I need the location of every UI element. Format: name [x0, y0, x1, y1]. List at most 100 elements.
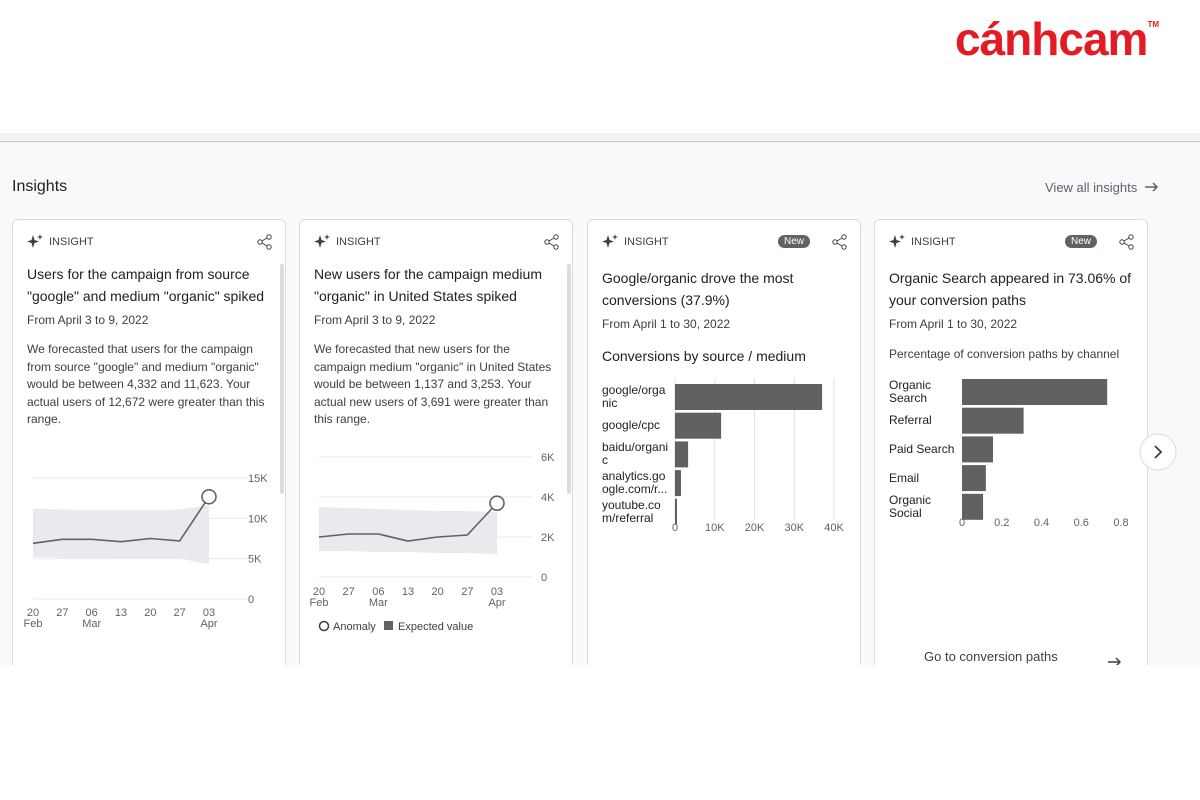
card-title: Users for the campaign from source "goog… — [27, 266, 265, 304]
line — [318, 502, 498, 542]
x-tick-label: 0.6 — [1074, 517, 1089, 529]
card-body: We forecasted that users for the campaig… — [27, 342, 265, 426]
y-tick-label: 2K — [541, 532, 555, 544]
x-tick-label: 20 — [27, 607, 39, 619]
category-label: baidu/organic — [602, 440, 669, 468]
x-tick-sublabel: Feb — [24, 618, 43, 630]
link-text[interactable]: View all insights — [1045, 180, 1138, 195]
x-tick-label: 03 — [203, 607, 215, 619]
x-tick-label: 30K — [784, 522, 804, 534]
tag: INSIGHT — [27, 234, 94, 250]
category-label: Organic Search — [889, 378, 932, 405]
legend-expected-icon — [384, 621, 393, 630]
share-icon[interactable] — [257, 234, 273, 250]
chart-title: Percentage of conversion paths by channe… — [889, 347, 1120, 361]
x-tick-sublabel: Apr — [488, 597, 505, 609]
share-icon[interactable] — [1119, 234, 1135, 250]
category-label: Email — [889, 470, 920, 485]
insight-card[interactable]: INSIGHT New users for the campaign mediu… — [299, 219, 573, 665]
chart-title: Conversions by source / medium — [602, 348, 806, 364]
x-tick-label: 27 — [174, 607, 186, 619]
x-tick-label: 40K — [824, 522, 844, 534]
bar — [675, 441, 689, 468]
bar — [962, 379, 1108, 405]
card-content: New users for the campaign medium "organ… — [314, 264, 559, 429]
bar — [962, 493, 984, 520]
chart: 0 10K 20K 30K 40K — [672, 378, 844, 534]
insight-card[interactable]: INSIGHT New Google/organic drove the mos… — [587, 219, 861, 665]
x-tick-label: 06 — [372, 586, 384, 598]
divider — [0, 133, 1200, 142]
share-icon[interactable] — [544, 234, 560, 250]
card-title: Organic Search appeared in 73.06% of you… — [889, 270, 1132, 308]
card-date: From April 3 to 9, 2022 — [314, 313, 436, 327]
logo: cánhcamTM — [955, 12, 1159, 66]
x-tick-label: 0 — [672, 522, 678, 534]
bar — [962, 407, 1024, 434]
card-title: Google/organic drove the most conversion… — [602, 270, 794, 308]
insight-card[interactable]: INSIGHT New Organic Search appeared in 7… — [874, 219, 1148, 665]
card-content: Organic Search appeared in 73.06% of you… — [889, 268, 1134, 331]
sparkle-icon — [27, 234, 43, 248]
sparkle-icon — [314, 234, 330, 248]
category-label: google/organic — [602, 383, 666, 410]
card-content: Users for the campaign from source "goog… — [27, 264, 272, 429]
legend-label: Expected value — [398, 621, 473, 633]
bar — [962, 465, 986, 492]
x-tick-label: 0.8 — [1113, 517, 1128, 529]
scrollbar — [280, 264, 284, 494]
tag-label: INSIGHT — [336, 236, 381, 248]
bar — [962, 436, 994, 463]
x-tick-sublabel: Mar — [369, 597, 388, 609]
section-title: Insights — [12, 178, 68, 195]
tag-label: INSIGHT — [624, 236, 669, 248]
new-badge: New — [778, 235, 811, 248]
next-button[interactable] — [1139, 433, 1177, 471]
x-tick-label: 13 — [115, 607, 127, 619]
x-tick-label: 0.4 — [1034, 517, 1049, 529]
anomaly-marker — [489, 495, 505, 511]
tag: INSIGHT — [889, 234, 956, 250]
card-date: From April 1 to 30, 2022 — [602, 317, 731, 331]
x-tick-sublabel: Mar — [82, 618, 101, 630]
legend-label: Anomaly — [333, 621, 376, 633]
chart: 0 0.2 0.4 0.6 0.8 — [959, 379, 1129, 529]
insight-card[interactable]: INSIGHT Users for the campaign from sour… — [12, 219, 286, 665]
card-body: We forecasted that new users for the cam… — [314, 342, 552, 426]
x-tick-label: 0.2 — [994, 517, 1009, 529]
category-label: youtube.com/referral — [602, 497, 661, 525]
bar — [675, 384, 823, 410]
category-label: analytics.google.com/r... — [602, 469, 668, 497]
bar — [675, 412, 722, 439]
share-icon[interactable] — [832, 234, 848, 250]
sparkle-icon — [602, 234, 618, 248]
x-tick-sublabel: Apr — [200, 618, 217, 630]
card-date: From April 1 to 30, 2022 — [889, 317, 1018, 331]
view-all-link[interactable]: View all insights — [1045, 180, 1159, 195]
x-tick-label: 20 — [432, 586, 444, 598]
y-tick-label: 10K — [248, 513, 268, 525]
y-tick-label: 4K — [541, 492, 555, 504]
trademark: TM — [1147, 20, 1159, 29]
x-tick-label: 27 — [461, 586, 473, 598]
line — [32, 496, 210, 545]
x-tick-label: 20 — [144, 607, 156, 619]
bar — [675, 470, 681, 497]
x-tick-label: 13 — [402, 586, 414, 598]
tag: INSIGHT — [602, 234, 669, 250]
logo-text: cánhcam — [955, 13, 1148, 65]
x-tick-label: 27 — [343, 586, 355, 598]
x-tick-sublabel: Feb — [310, 597, 329, 609]
expected-band — [319, 507, 497, 555]
card-title: New users for the campaign medium "organ… — [314, 266, 542, 304]
y-tick-label: 0 — [248, 594, 254, 606]
tag-label: INSIGHT — [49, 236, 94, 248]
legend-anomaly-icon — [318, 620, 330, 632]
footer-link[interactable]: Go to conversion paths — [924, 649, 1058, 664]
tag-label: INSIGHT — [911, 236, 956, 248]
arrow-icon — [1108, 657, 1122, 665]
arrow-icon — [1144, 182, 1158, 192]
anomaly-marker — [201, 488, 217, 505]
